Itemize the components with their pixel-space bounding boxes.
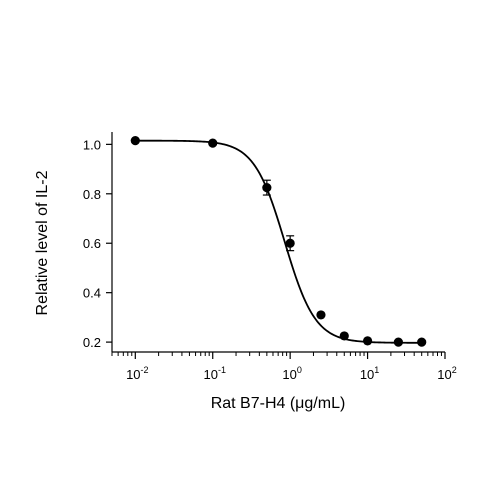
y-tick-label: 0.8	[83, 187, 101, 202]
x-tick-label: 10-1	[203, 365, 225, 382]
data-point	[417, 337, 427, 347]
data-point	[339, 331, 349, 341]
fit-curve	[135, 139, 422, 344]
x-tick-label: 101	[360, 365, 379, 382]
y-ticks: 0.2 0.4 0.6 0.8 1.0	[83, 137, 112, 350]
x-tick-label: 10-2	[126, 365, 148, 382]
axes	[111, 132, 445, 353]
y-tick-label: 1.0	[83, 137, 101, 152]
data-point	[316, 310, 326, 320]
x-tick-label: 102	[437, 365, 456, 382]
data-point	[362, 336, 373, 346]
data-point	[208, 138, 218, 148]
y-tick-label: 0.6	[83, 236, 101, 251]
series-layer	[130, 136, 427, 347]
x-axis-title: Rat B7-H4 (μg/mL)	[211, 395, 346, 412]
x-tick-label: 100	[282, 365, 301, 382]
y-tick-label: 0.4	[83, 286, 101, 301]
data-point	[130, 136, 140, 146]
x-ticks: 10-2 10-1 100 101 102	[111, 352, 457, 382]
y-tick-label: 0.2	[83, 335, 101, 350]
y-axis-title: Relative level of IL-2	[34, 170, 51, 315]
data-point	[285, 238, 295, 248]
data-point	[262, 183, 272, 193]
data-point	[393, 337, 403, 347]
